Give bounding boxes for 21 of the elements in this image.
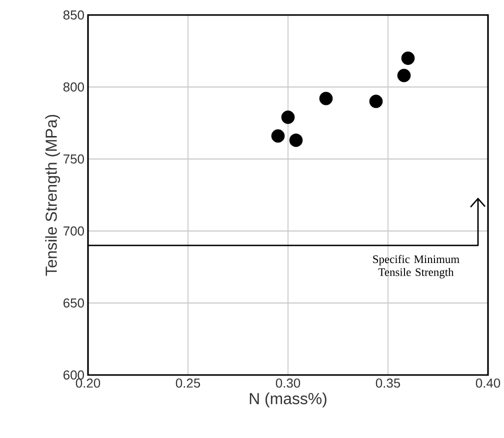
y-tick-label: 600 (64, 370, 84, 380)
point (401, 52, 415, 65)
point (281, 110, 295, 124)
point (271, 129, 285, 143)
x-tick-label: 0.25 (176, 378, 200, 388)
y-tick-label: 800 (63, 82, 84, 92)
y-tick-label: 700 (64, 226, 84, 236)
x-tick-label: 0.35 (376, 378, 400, 388)
point (289, 134, 303, 147)
y-tick-label: 850 (63, 10, 84, 20)
x-tick-label: 0.30 (276, 378, 300, 388)
y-axis-title: Tensile Strength (MPa) (45, 114, 60, 276)
point (369, 94, 383, 108)
y-tick-label: 650 (64, 298, 84, 308)
x-axis-title: N (mass%) (250, 392, 326, 408)
point (397, 68, 411, 82)
x-tick-label: 0.40 (476, 378, 500, 388)
x-tick-label: 0.20 (76, 378, 100, 388)
point (319, 92, 333, 106)
ref-line-label: Specific Minimum Tensile Strength (373, 254, 460, 278)
y-tick-label: 750 (64, 154, 84, 164)
